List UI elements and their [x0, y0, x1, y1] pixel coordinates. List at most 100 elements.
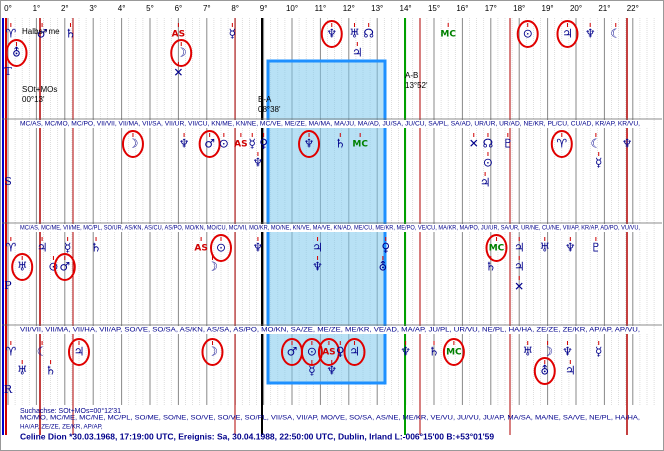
planet-glyph: ♃ — [74, 345, 85, 359]
highlight-circle — [68, 338, 90, 366]
highlight-circle — [442, 338, 465, 366]
planet-glyph: ♇ — [502, 137, 513, 151]
highlight-circle — [533, 357, 556, 385]
highlight-circle — [320, 20, 343, 48]
planet-glyph: ⛢ — [540, 364, 549, 378]
degree-label: 1° — [33, 4, 41, 13]
highlight-circle — [53, 253, 76, 281]
degree-label: 17° — [485, 4, 497, 13]
planet-glyph: ♀ — [259, 137, 268, 151]
planet-glyph: ☽ — [207, 345, 218, 359]
midpoint-row: MC/MO, MC/ME, MC/NE, MC/PL, SO/ME, SO/NE… — [20, 415, 640, 422]
planet-glyph: ⊙ — [219, 137, 229, 151]
midpoint-row: MC/AS, MC/ME, VII/ME, MC/PL, SO/UR, AS/K… — [20, 225, 640, 232]
planet-glyph: ♆ — [326, 27, 337, 41]
planet-glyph: ♄ — [485, 260, 496, 274]
planet-glyph: ♆ — [585, 27, 596, 41]
degree-label: 19° — [542, 4, 554, 13]
degree-label: 21° — [598, 4, 610, 13]
planet-glyph: ☾ — [590, 137, 601, 151]
planet-glyph: ♂ — [287, 345, 298, 359]
planet-glyph: MC — [440, 30, 456, 40]
midpoint-row: VII/VII, VII/MA, VII/HA, VII/AP, SO/VE, … — [20, 327, 640, 334]
planet-glyph: ✕ — [514, 280, 524, 294]
section-label: P — [4, 279, 12, 292]
planet-glyph: ♃ — [349, 345, 360, 359]
planet-glyph: ♈ — [556, 137, 567, 151]
planet-glyph: ⊙ — [483, 156, 493, 170]
planet-glyph: ☊ — [363, 27, 374, 41]
degree-label: 0° — [4, 4, 12, 13]
highlight-circle — [198, 130, 221, 158]
planet-glyph: ☽ — [542, 345, 553, 359]
axis-value: 00°13' — [22, 95, 45, 104]
planet-glyph: MC — [352, 140, 368, 150]
axis-label: A-B — [405, 71, 418, 80]
highlight-circle — [516, 20, 539, 48]
planet-glyph: ♄ — [65, 27, 76, 41]
degree-label: 22° — [627, 4, 639, 13]
degree-label: 12° — [343, 4, 355, 13]
planet-glyph: ♂ — [37, 27, 48, 41]
planet-glyph: ♄ — [45, 364, 56, 378]
degree-label: 3° — [89, 4, 97, 13]
planet-glyph: ♆ — [304, 137, 315, 151]
degree-label: 6° — [175, 4, 183, 13]
highlight-circle — [550, 130, 573, 158]
planet-glyph: ♃ — [514, 260, 525, 274]
planet-glyph: ♆ — [562, 345, 573, 359]
axis-label: SOt+MOs — [22, 85, 57, 94]
planet-glyph: ✕ — [469, 137, 479, 151]
midpoint-row: MC/AS, MC/MO, MC/PO, VII/VII, VII/MA, VI… — [20, 121, 640, 128]
planet-glyph: ♅ — [17, 260, 28, 274]
planet-glyph: ☊ — [483, 137, 494, 151]
degree-label: 7° — [203, 4, 211, 13]
degree-label: 14° — [400, 4, 412, 13]
half-sum-label: Halbs♂me — [22, 27, 60, 36]
planet-glyph: ♆ — [326, 364, 337, 378]
planet-glyph: ⊙ — [48, 260, 58, 274]
midpoint-row-bg — [18, 326, 648, 334]
planet-glyph: ♂ — [59, 260, 70, 274]
planet-glyph: ♃ — [514, 241, 525, 255]
section-label: T — [4, 65, 12, 78]
degree-label: 20° — [570, 4, 582, 13]
search-axis: Suchachse: SOt+MOs=00°12'31 — [20, 407, 121, 415]
planet-glyph: ♀ — [381, 241, 390, 255]
degree-label: 13° — [371, 4, 383, 13]
planet-glyph: ♆ — [179, 137, 190, 151]
planet-glyph: ⊙ — [216, 241, 226, 255]
degree-label: 11° — [315, 4, 327, 13]
planet-glyph: ⛢ — [378, 260, 387, 274]
planet-glyph: ♃ — [562, 27, 573, 41]
planet-glyph: AS — [172, 30, 185, 40]
planet-glyph: AS — [234, 140, 247, 150]
planet-glyph: MC — [446, 348, 462, 358]
planet-glyph: ⊙ — [523, 27, 533, 41]
planet-glyph: ☿ — [249, 137, 256, 151]
planet-glyph: ♆ — [622, 137, 633, 151]
planet-glyph: ☿ — [308, 364, 315, 378]
highlight-circle — [298, 130, 321, 158]
planet-glyph: ☿ — [229, 27, 236, 41]
section-label: S — [4, 175, 12, 188]
planet-glyph: ☿ — [595, 345, 602, 359]
axis-label: B-A — [258, 95, 272, 104]
planet-glyph: ☿ — [64, 241, 71, 255]
planet-glyph: ♈ — [5, 241, 16, 255]
footer: Celine Dion *30.03.1968, 17:19:00 UTC, E… — [20, 431, 494, 441]
planet-glyph: ♃ — [312, 241, 323, 255]
highlight-circle — [343, 338, 366, 366]
planet-glyph: ♃ — [352, 46, 363, 60]
planet-glyph: ♈ — [5, 27, 16, 41]
planet-glyph: ☾ — [610, 27, 621, 41]
degree-label: 8° — [231, 4, 239, 13]
planet-glyph: ☾ — [37, 345, 48, 359]
planet-glyph: ♅ — [522, 345, 533, 359]
planet-glyph: ♃ — [480, 176, 491, 190]
highlight-circle — [485, 234, 508, 262]
highlight-box — [266, 59, 387, 385]
planet-glyph: AS — [322, 348, 335, 358]
planet-glyph: ♅ — [349, 27, 360, 41]
